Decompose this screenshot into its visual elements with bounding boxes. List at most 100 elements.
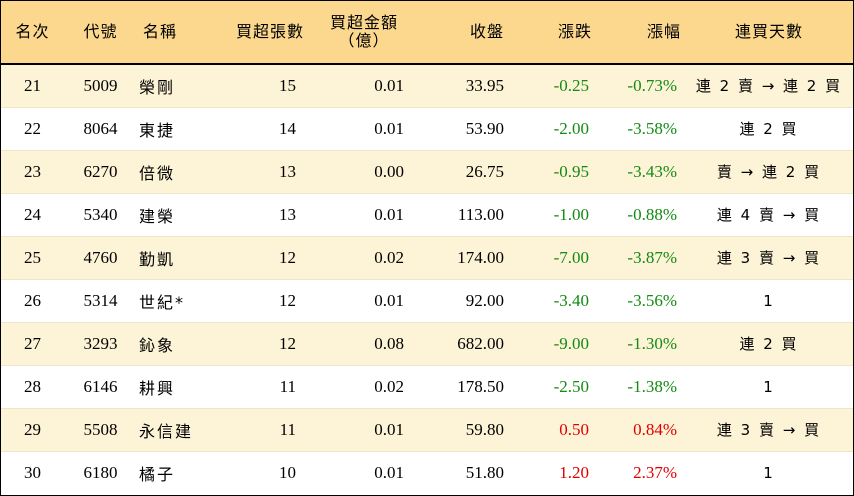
cell-days: 連 3 賣 → 買: [685, 235, 853, 279]
cell-amount: 0.01: [306, 192, 406, 236]
header-shares: 買超張數: [217, 1, 306, 65]
cell-name: 倍微: [137, 149, 217, 193]
cell-shares: 10: [217, 450, 306, 494]
cell-name: 勤凱: [137, 235, 217, 279]
cell-change: 0.50: [506, 407, 596, 451]
header-change-label: 漲跌: [557, 22, 592, 41]
cell-amount: 0.01: [374, 75, 404, 95]
table-row: 21 5009 榮剛 15 0.01 33.95 -0.25 -0.73% 連 2 賣 → 連 …: [1, 64, 853, 107]
cell-name: 永信建: [137, 407, 217, 451]
cell-amount: 0.01: [306, 106, 406, 150]
cell-days: 賣 → 連 2 買: [685, 149, 853, 193]
cell-pct: 2.37%: [596, 450, 685, 494]
cell-name: 建榮: [137, 192, 217, 236]
cell-close: 178.50: [406, 364, 506, 408]
cell-amount: 0.01: [306, 407, 406, 451]
cell-rank: 24: [1, 192, 64, 236]
cell-rank: 27: [1, 321, 64, 365]
cell-code: 8064: [64, 106, 137, 150]
cell-pct: 0.84%: [596, 407, 685, 451]
cell-shares: 14: [217, 106, 306, 150]
cell-close: 51.80: [406, 450, 506, 494]
table-row: 30 6180 橘子 10 0.01 51.80 1.20 2.37% 1: [1, 450, 853, 494]
cell-amount: 0.01: [306, 278, 406, 322]
cell-close: 682.00: [406, 321, 506, 365]
cell-name: 世紀*: [137, 278, 217, 322]
cell-change: -1.00: [506, 192, 596, 236]
cell-rank: 21: [24, 75, 41, 95]
cell-change: -0.95: [506, 149, 596, 193]
cell-pct: -3.43%: [596, 149, 685, 193]
cell-name: 耕興: [137, 364, 217, 408]
cell-code: 5340: [64, 192, 137, 236]
cell-rank: 23: [1, 149, 64, 193]
cell-days: 連 4 賣 → 買: [685, 192, 853, 236]
cell-rank: 25: [1, 235, 64, 279]
cell-close: 53.90: [406, 106, 506, 150]
cell-shares: 11: [217, 364, 306, 408]
cell-shares: 15: [279, 75, 296, 95]
cell-rank: 22: [1, 106, 64, 150]
header-name-label: 名稱: [143, 22, 178, 41]
cell-amount: 0.08: [306, 321, 406, 365]
table-row: 22 8064 東捷 14 0.01 53.90 -2.00 -3.58% 連 2 買: [1, 106, 853, 150]
cell-amount: 0.02: [306, 364, 406, 408]
cell-name: 鈊象: [137, 321, 217, 365]
cell-rank: 29: [1, 407, 64, 451]
cell-days: 1: [685, 278, 853, 322]
header-row: 名次 代號 名稱 買超張數 買超金額 （億） 收盤 漲跌 漲幅 連買天數: [1, 1, 853, 65]
cell-close: 113.00: [406, 192, 506, 236]
cell-shares: 13: [217, 192, 306, 236]
cell-change: -9.00: [506, 321, 596, 365]
cell-change: -7.00: [506, 235, 596, 279]
cell-code: 6180: [64, 450, 137, 494]
cell-rank: 26: [1, 278, 64, 322]
header-close: 收盤: [406, 1, 506, 65]
cell-close: 33.95: [465, 75, 504, 95]
cell-pct: -3.56%: [596, 278, 685, 322]
header-name: 名稱: [137, 1, 217, 65]
cell-rank: 30: [1, 450, 64, 494]
header-change: 漲跌: [506, 1, 596, 65]
cell-change: 1.20: [506, 450, 596, 494]
header-pct-label: 漲幅: [646, 22, 681, 41]
cell-code: 6146: [64, 364, 137, 408]
table-row: 29 5508 永信建 11 0.01 59.80 0.50 0.84% 連 3 賣 → 買: [1, 407, 853, 451]
cell-amount: 0.01: [306, 450, 406, 494]
cell-shares: 11: [217, 407, 306, 451]
cell-change: -2.00: [506, 106, 596, 150]
cell-code: 3293: [64, 321, 137, 365]
cell-shares: 12: [217, 235, 306, 279]
header-amount-line1: 買超金額: [329, 13, 398, 32]
header-close-label: 收盤: [469, 22, 504, 41]
cell-days: 連 2 賣 → 連 2 買: [695, 77, 843, 96]
cell-name: 橘子: [137, 450, 217, 494]
cell-rank: 28: [1, 364, 64, 408]
cell-close: 174.00: [406, 235, 506, 279]
cell-days: 連 3 賣 → 買: [685, 407, 853, 451]
cell-close: 26.75: [406, 149, 506, 193]
cell-days: 1: [685, 450, 853, 494]
cell-code: 5314: [64, 278, 137, 322]
cell-days: 1: [685, 364, 853, 408]
cell-name: 東捷: [137, 106, 217, 150]
cell-code: 5009: [83, 75, 118, 95]
cell-days: 連 2 買: [685, 321, 853, 365]
cell-pct: -0.88%: [596, 192, 685, 236]
cell-change: -2.50: [506, 364, 596, 408]
cell-name: 榮剛: [139, 77, 176, 97]
cell-pct: -0.73%: [627, 75, 677, 95]
cell-pct: -1.38%: [596, 364, 685, 408]
cell-close: 92.00: [406, 278, 506, 322]
table-row: 23 6270 倍微 13 0.00 26.75 -0.95 -3.43% 賣 → 連 2 買: [1, 149, 853, 193]
header-shares-label: 買超張數: [235, 22, 304, 41]
cell-shares: 12: [217, 278, 306, 322]
cell-code: 6270: [64, 149, 137, 193]
cell-shares: 13: [217, 149, 306, 193]
cell-close: 59.80: [406, 407, 506, 451]
header-days: 連買天數: [685, 1, 853, 65]
header-code: 代號: [64, 1, 137, 65]
header-amount: 買超金額 （億）: [306, 1, 406, 65]
